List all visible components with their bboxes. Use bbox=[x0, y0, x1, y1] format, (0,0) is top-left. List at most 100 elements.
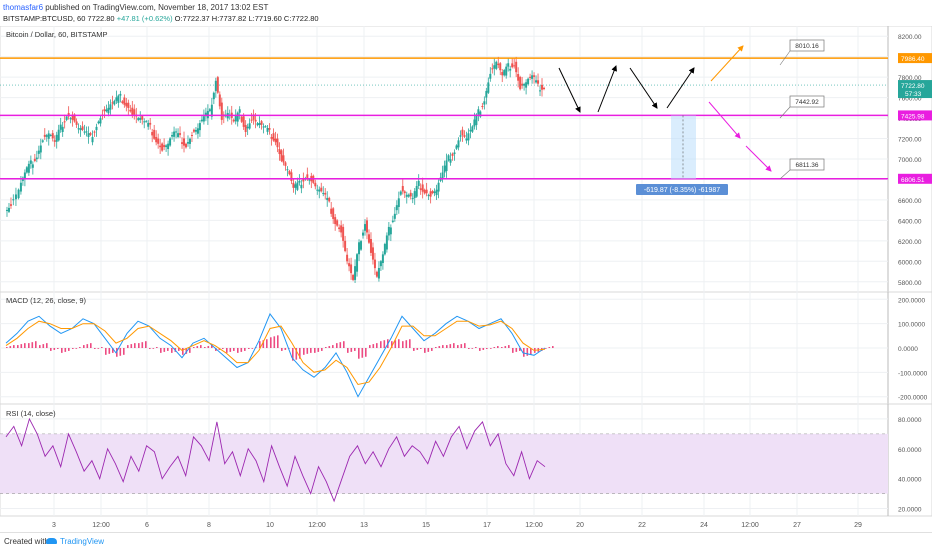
macd-histogram-bar bbox=[204, 347, 206, 348]
candle-body bbox=[37, 150, 40, 154]
candle-body bbox=[364, 224, 367, 231]
candle-body bbox=[97, 121, 100, 124]
macd-histogram-bar bbox=[211, 345, 213, 348]
candle-body bbox=[163, 145, 166, 148]
candle-body bbox=[55, 134, 58, 142]
candle-body bbox=[344, 240, 347, 252]
candle-body bbox=[167, 143, 170, 150]
candle-body bbox=[59, 124, 62, 130]
candle-body bbox=[204, 112, 207, 117]
last-price-label: 7722.80 bbox=[901, 83, 925, 90]
candle-body bbox=[397, 198, 400, 208]
candle-body bbox=[533, 75, 536, 77]
candle-body bbox=[216, 77, 219, 93]
macd-histogram-bar bbox=[141, 342, 144, 348]
candle-body bbox=[246, 126, 249, 129]
projection-arrow bbox=[745, 145, 772, 172]
macd-histogram-bar bbox=[435, 347, 437, 348]
macd-histogram-bar bbox=[354, 348, 356, 351]
candle-body bbox=[326, 197, 329, 201]
macd-histogram-bar bbox=[57, 348, 59, 349]
macd-histogram-bar bbox=[486, 348, 488, 349]
macd-histogram-bar bbox=[431, 348, 433, 351]
author-link[interactable]: thomasfar6 bbox=[3, 3, 44, 12]
candle-body bbox=[308, 179, 311, 181]
x-tick-label: 8 bbox=[207, 522, 211, 529]
macd-histogram-bar bbox=[523, 348, 525, 357]
candle-body bbox=[294, 184, 297, 188]
candle-body bbox=[369, 239, 372, 253]
candle-body bbox=[256, 123, 259, 126]
candle-body bbox=[183, 138, 186, 146]
candle-body bbox=[119, 93, 122, 96]
candle-body bbox=[367, 234, 370, 243]
macd-histogram-bar bbox=[119, 348, 122, 356]
candle-body bbox=[155, 136, 158, 143]
macd-histogram-bar bbox=[185, 348, 188, 354]
candle-body bbox=[212, 92, 215, 100]
macd-histogram-bar bbox=[519, 348, 521, 351]
x-tick-label: 12:00 bbox=[741, 522, 759, 529]
candle-body bbox=[286, 169, 289, 171]
macd-histogram-bar bbox=[244, 348, 246, 351]
candle-body bbox=[487, 82, 490, 93]
ohlc-values: O:7722.37 H:7737.82 L:7719.60 C:7722.80 bbox=[174, 14, 319, 23]
macd-histogram-bar bbox=[64, 348, 67, 352]
macd-histogram-bar bbox=[178, 348, 180, 351]
macd-histogram-bar bbox=[160, 348, 162, 353]
candle-body bbox=[23, 172, 26, 180]
candle-body bbox=[481, 106, 484, 108]
macd-histogram-bar bbox=[468, 348, 470, 349]
candle-body bbox=[485, 90, 488, 98]
candle-body bbox=[43, 134, 46, 137]
y-tick-label: -200.0000 bbox=[898, 395, 928, 402]
candle-body bbox=[63, 121, 66, 123]
macd-histogram-bar bbox=[358, 348, 360, 359]
candle-body bbox=[147, 122, 150, 127]
candle-body bbox=[79, 128, 82, 131]
macd-histogram-bar bbox=[427, 348, 430, 352]
macd-histogram-bar bbox=[372, 344, 375, 348]
x-tick-label: 12:00 bbox=[92, 522, 110, 529]
candle-body bbox=[252, 114, 255, 120]
macd-histogram-bar bbox=[402, 341, 404, 348]
y-tick-label: 6400.00 bbox=[898, 218, 922, 225]
tradingview-brand[interactable]: TradingView bbox=[60, 537, 105, 546]
candle-body bbox=[421, 184, 424, 192]
y-tick-label: 200.0000 bbox=[898, 297, 925, 304]
y-tick-label: 7000.00 bbox=[898, 157, 922, 164]
macd-histogram-bar bbox=[292, 348, 294, 361]
candle-body bbox=[250, 119, 253, 121]
candle-body bbox=[73, 114, 76, 122]
candle-body bbox=[111, 102, 114, 104]
candle-body bbox=[395, 205, 398, 211]
x-tick-label: 22 bbox=[638, 522, 646, 529]
candle-body bbox=[27, 163, 30, 173]
projection-arrow bbox=[710, 45, 744, 82]
candle-body bbox=[262, 126, 265, 128]
macd-histogram-bar bbox=[50, 348, 52, 351]
candle-body bbox=[455, 145, 458, 149]
candle-body bbox=[356, 254, 359, 272]
candle-body bbox=[175, 131, 178, 133]
candle-body bbox=[431, 191, 434, 194]
candle-body bbox=[248, 123, 251, 129]
macd-histogram-bar bbox=[339, 342, 342, 348]
macd-pane-title: MACD (12, 26, close, 9) bbox=[6, 296, 87, 305]
candle-body bbox=[260, 121, 263, 125]
candle-body bbox=[437, 182, 440, 192]
macd-histogram-bar bbox=[248, 348, 250, 349]
chart-canvas[interactable]: 3 12:00 6 8 10 12:00 13 15 17 12:00 20 22 24 12:00 27 2… bbox=[0, 26, 932, 532]
candle-body bbox=[280, 150, 283, 161]
symbol-line: BITSTAMP:BTCUSD, 60 7722.80 +47.81 (+0.6… bbox=[3, 14, 319, 23]
x-tick-label: 20 bbox=[576, 522, 584, 529]
candle-body bbox=[475, 114, 478, 126]
macd-histogram-bar bbox=[200, 345, 202, 348]
macd-histogram-bar bbox=[497, 346, 499, 348]
candle-body bbox=[336, 220, 339, 226]
macd-histogram-bar bbox=[515, 348, 518, 352]
macd-histogram-bar bbox=[413, 348, 415, 351]
macd-histogram-bar bbox=[20, 344, 23, 348]
candle-body bbox=[515, 61, 518, 73]
macd-histogram-bar bbox=[75, 348, 78, 349]
